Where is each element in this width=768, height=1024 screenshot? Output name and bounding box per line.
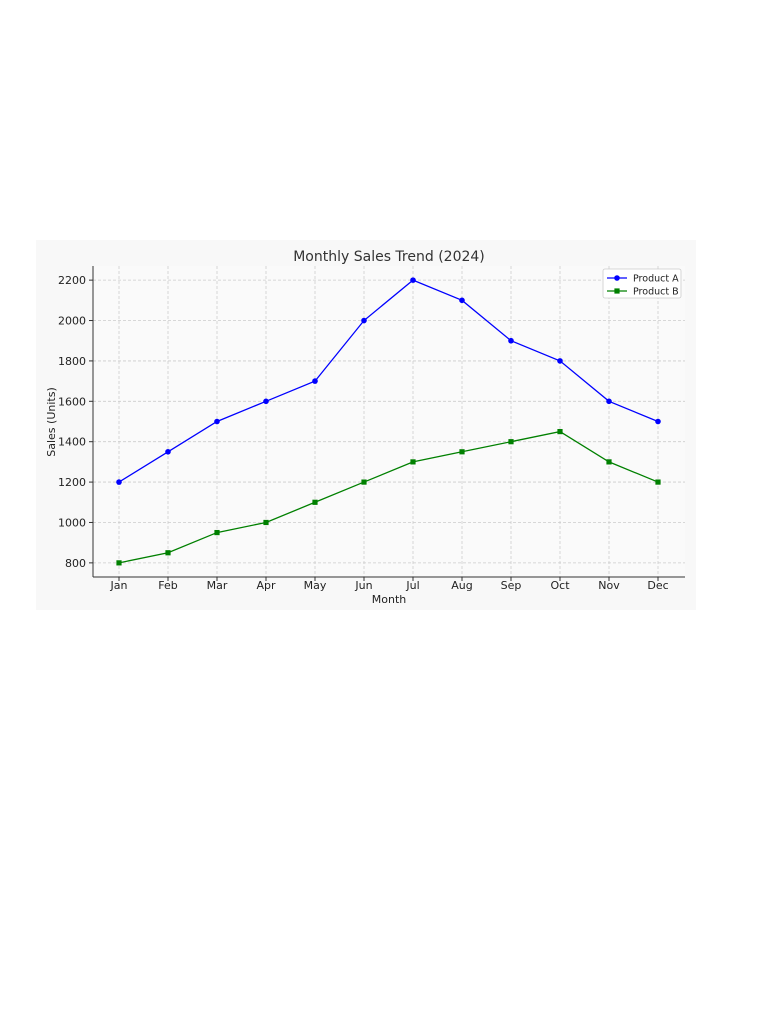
ticks: 800 1000 1200 1400 1600 1800 2000 2200 Jan Feb Mar…: [58, 274, 669, 592]
x-tick-label: Jun: [354, 579, 372, 592]
y-tick-label: 2000: [58, 315, 86, 328]
data-point: [557, 428, 563, 435]
y-tick-label: 1000: [58, 516, 86, 529]
data-point: [263, 519, 269, 526]
legend-label: Product B: [633, 287, 679, 298]
legend-label: Product A: [633, 274, 679, 285]
y-axis-title: Sales (Units): [45, 387, 58, 456]
series-line: [118, 279, 659, 483]
x-tick-label: May: [304, 579, 327, 592]
x-tick-label: Mar: [207, 579, 228, 592]
data-point: [361, 317, 367, 324]
data-point: [165, 448, 171, 455]
y-tick-label: 1800: [58, 355, 86, 368]
data-point: [606, 459, 612, 465]
y-tick-label: 800: [65, 557, 86, 570]
data-point: [214, 418, 220, 425]
data-point: [165, 550, 171, 556]
data-point: [606, 398, 612, 405]
y-tick-label: 2200: [58, 274, 86, 287]
legend-marker: [614, 288, 620, 294]
x-tick-label: Dec: [647, 579, 668, 592]
y-tick-label: 1400: [58, 436, 86, 449]
data-point: [214, 529, 220, 536]
plot-area: [93, 266, 685, 577]
data-point: [263, 398, 269, 405]
x-tick-label: Feb: [158, 579, 177, 592]
data-point: [116, 560, 122, 566]
x-tick-label: Aug: [451, 579, 472, 592]
x-axis-title: Month: [372, 593, 407, 606]
data-point: [410, 459, 416, 465]
legend: Product A Product B: [602, 268, 682, 299]
x-tick-label: Oct: [550, 579, 570, 592]
data-point: [508, 439, 514, 445]
x-tick-label: Nov: [598, 579, 620, 592]
data-point: [410, 277, 416, 283]
data-point: [312, 499, 318, 505]
chart-title: Monthly Sales Trend (2024): [293, 249, 485, 265]
y-tick-label: 1200: [58, 476, 86, 489]
series-line: [118, 430, 659, 564]
data-point: [312, 378, 318, 384]
x-tick-label: Jan: [110, 579, 128, 592]
data-point: [116, 479, 122, 485]
data-point: [508, 337, 514, 344]
y-tick-label: 1600: [58, 395, 86, 408]
x-tick-label: Jul: [405, 579, 419, 592]
x-tick-label: Apr: [256, 579, 276, 592]
data-point: [557, 358, 563, 364]
data-point: [361, 479, 367, 485]
x-tick-label: Sep: [501, 579, 522, 592]
data-point: [459, 297, 465, 304]
axes: [92, 266, 685, 578]
legend-marker: [614, 275, 620, 281]
data-point: [655, 418, 661, 425]
series-group: [116, 277, 661, 566]
data-point: [459, 449, 465, 455]
data-point: [655, 479, 661, 485]
